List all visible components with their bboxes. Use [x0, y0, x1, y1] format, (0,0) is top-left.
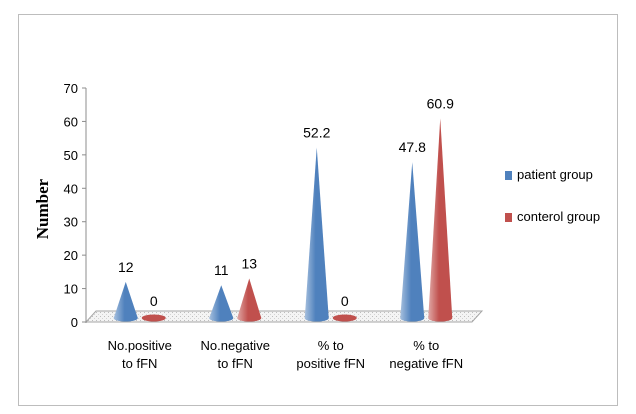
y-tick-label: 50: [64, 148, 78, 163]
y-tick-label: 60: [64, 114, 78, 129]
legend-swatch: [505, 171, 512, 180]
data-label: 11: [214, 262, 229, 278]
data-label: 60.9: [427, 95, 454, 111]
cone-bar-0-0: [113, 281, 138, 322]
legend-item: patient group: [505, 167, 593, 182]
cone-bar-1-3: [428, 118, 453, 322]
data-label: 0: [150, 293, 158, 309]
x-category-label: negative fFN: [389, 356, 463, 371]
y-tick-label: 10: [64, 282, 78, 297]
chart-floor: [84, 310, 484, 323]
x-category-label: No.negative: [201, 338, 270, 353]
cone-bar-0-1: [209, 285, 234, 322]
x-category-label: % to: [413, 338, 439, 353]
y-tick-label: 40: [64, 181, 78, 196]
data-label: 47.8: [399, 139, 426, 155]
y-tick-label: 30: [64, 215, 78, 230]
cone-bar-0-2: [304, 147, 329, 322]
x-category-label: to fFN: [122, 356, 157, 371]
data-label: 13: [241, 256, 257, 272]
cone-bar-flat-1-2: [332, 314, 357, 322]
data-label: 0: [341, 293, 349, 309]
y-tick-label: 70: [64, 81, 78, 96]
data-label: 12: [118, 259, 134, 275]
legend-label: conterol group: [517, 209, 600, 224]
data-label: 52.2: [303, 125, 330, 141]
y-tick-label: 0: [71, 315, 78, 330]
x-category-label: No.positive: [108, 338, 172, 353]
legend-swatch: [505, 213, 512, 222]
cone-bar-flat-1-0: [141, 314, 166, 322]
x-category-label: positive fFN: [296, 356, 365, 371]
x-category-label: to fFN: [218, 356, 253, 371]
x-category-label: % to: [318, 338, 344, 353]
y-axis-title: Number: [33, 178, 52, 239]
cone-bar-0-3: [400, 162, 425, 322]
legend-item: conterol group: [505, 209, 600, 224]
cone-bar-1-1: [237, 278, 262, 322]
legend-label: patient group: [517, 167, 593, 182]
y-tick-label: 20: [64, 248, 78, 263]
